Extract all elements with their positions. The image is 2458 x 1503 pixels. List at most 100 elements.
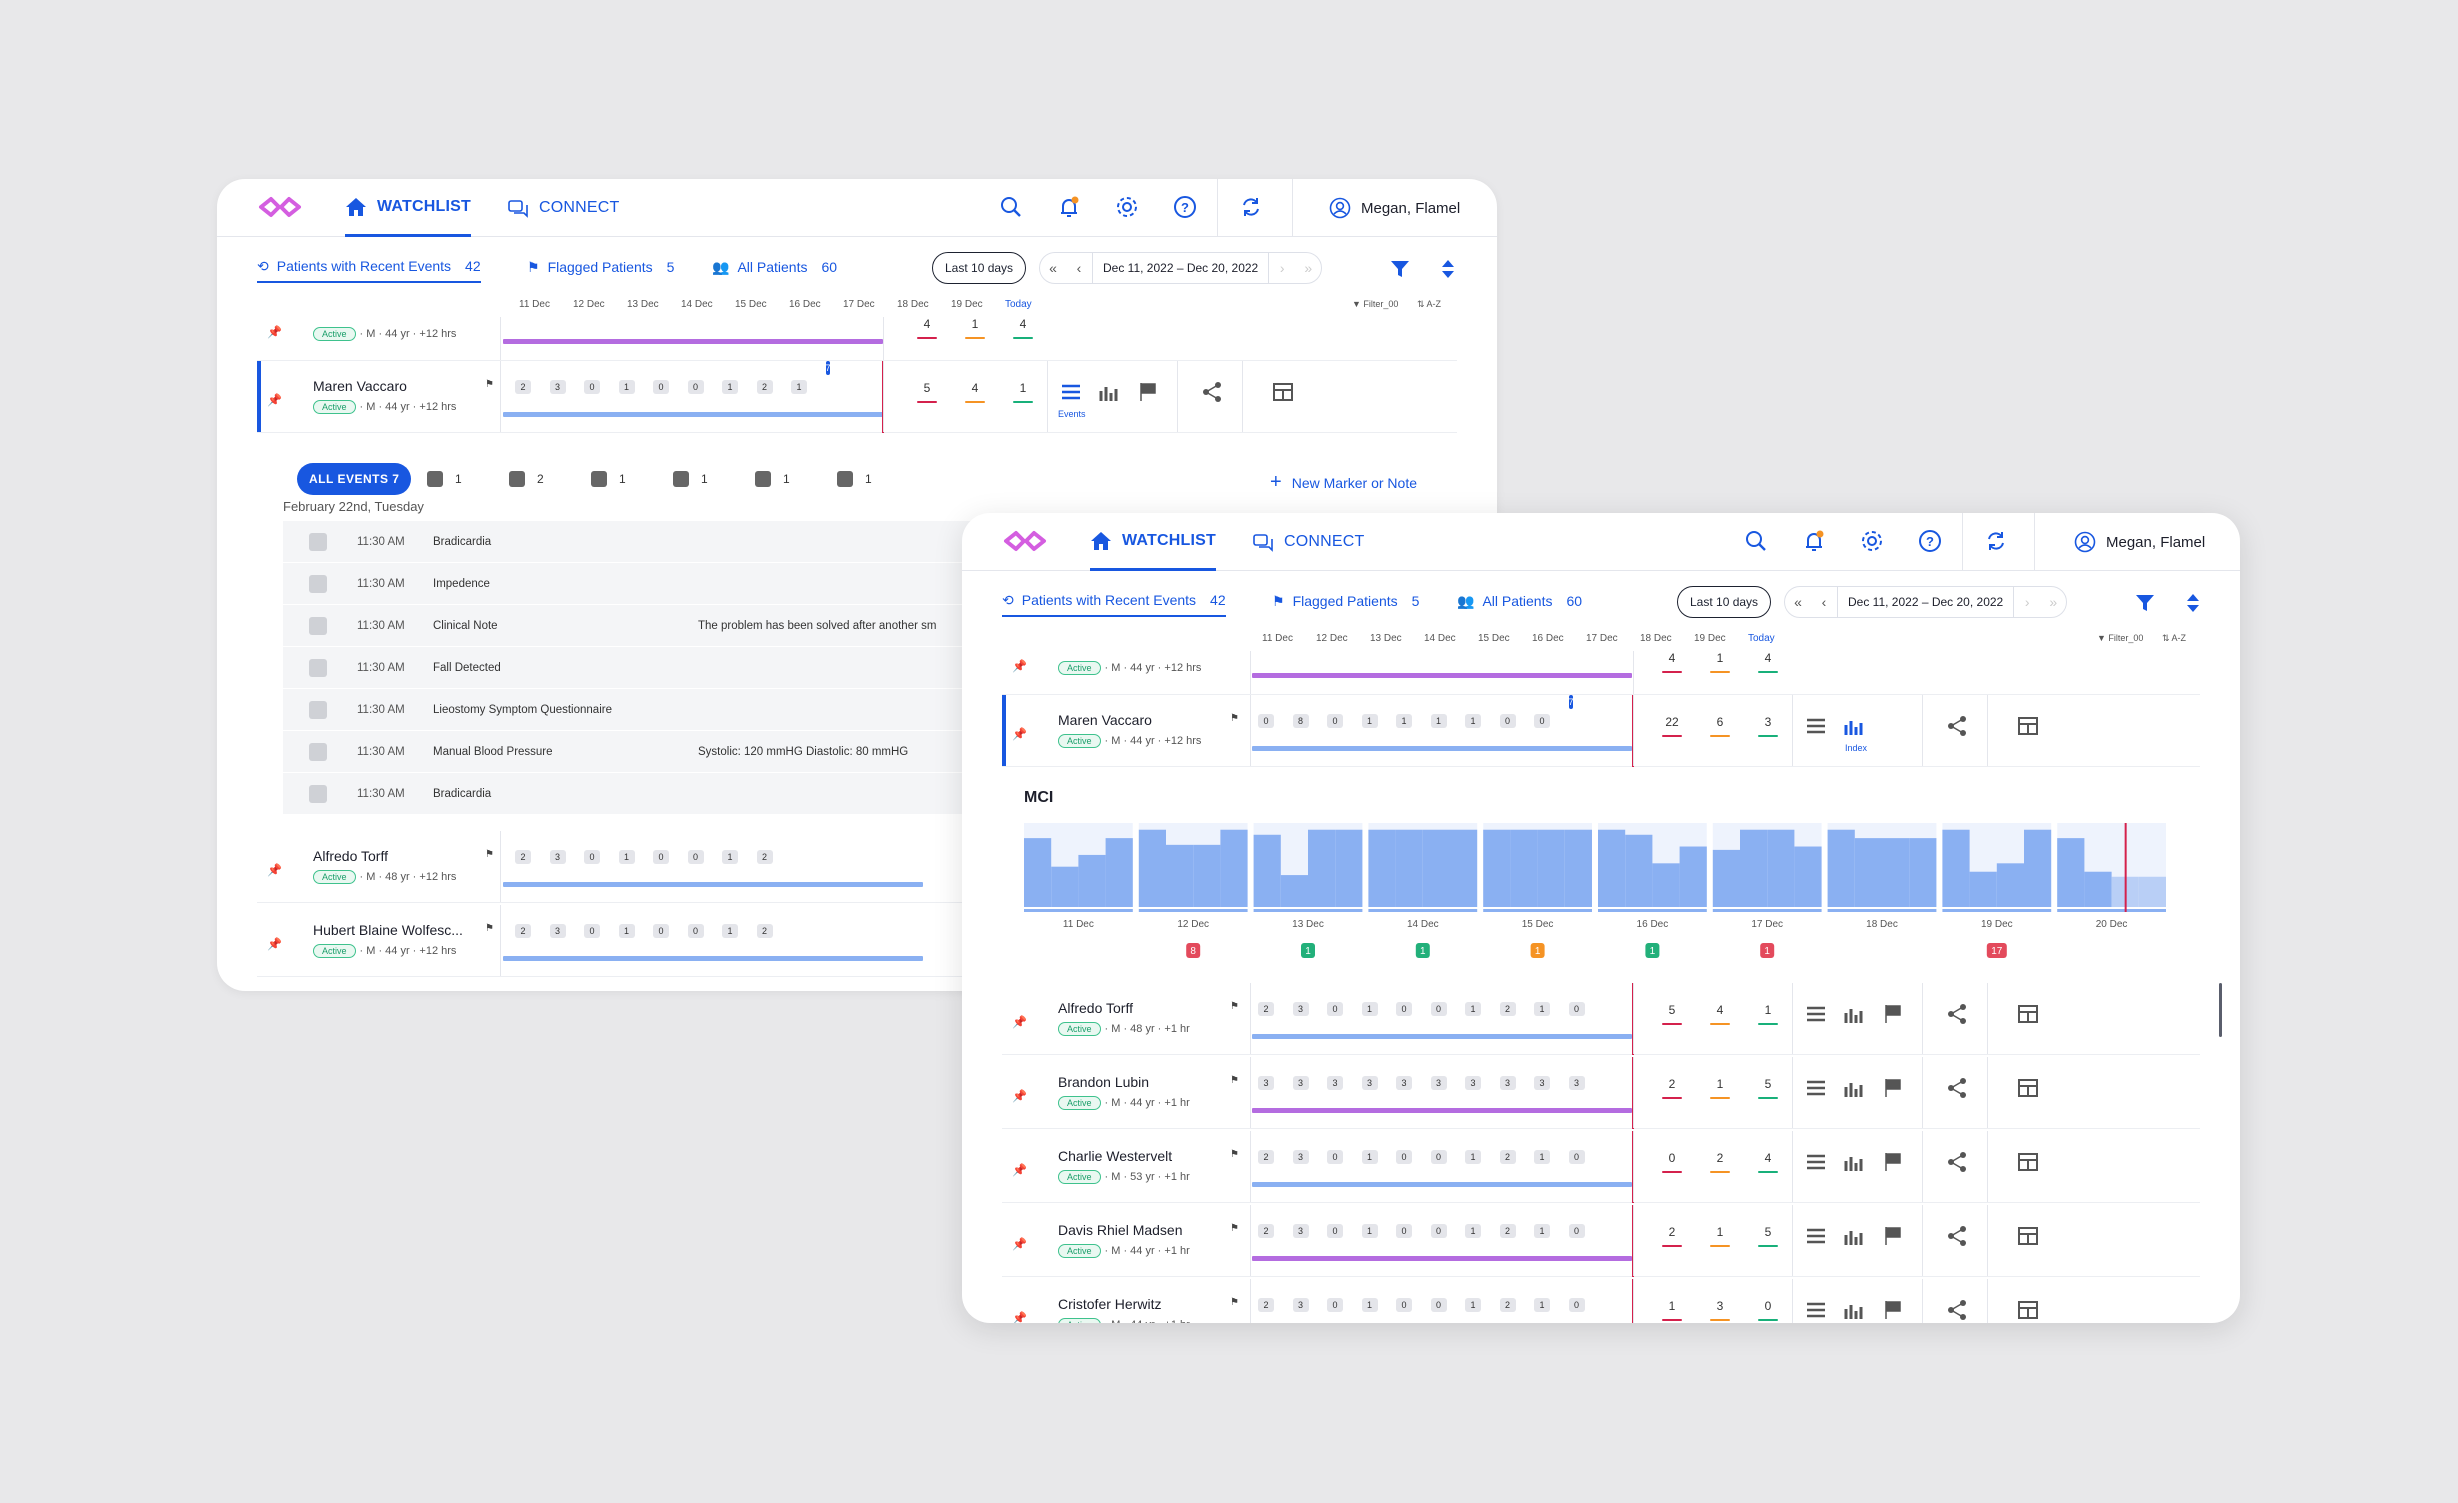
sort-indicator[interactable]: ⇅ A-Z xyxy=(2162,633,2187,643)
mci-event-marker[interactable]: 8 xyxy=(1186,943,1201,958)
events-list-icon[interactable] xyxy=(1805,1003,1827,1025)
pin-icon[interactable]: 📌 xyxy=(1012,1089,1027,1103)
event-row[interactable]: 11:30 AM Fall Detected xyxy=(283,647,983,689)
patient-name[interactable]: Alfredo Torff xyxy=(313,848,388,864)
mci-bar[interactable] xyxy=(1564,829,1592,907)
pin-icon[interactable]: 📌 xyxy=(1012,1163,1027,1177)
mci-bar[interactable] xyxy=(1024,838,1052,907)
scrollbar[interactable] xyxy=(2219,983,2222,1037)
gear-icon[interactable] xyxy=(1113,193,1141,221)
patient-row[interactable]: 📌 Charlie Westervelt Active · M · 53 yr · +… xyxy=(1002,1131,2200,1203)
tab-recent-events[interactable]: ⟲ Patients with Recent Events 42 xyxy=(257,251,481,283)
mci-bar[interactable] xyxy=(1368,829,1396,907)
pin-icon[interactable]: 📌 xyxy=(267,863,282,877)
bell-icon[interactable] xyxy=(1800,527,1828,555)
bar-chart-icon[interactable] xyxy=(1843,1151,1865,1173)
event-row[interactable]: 11:30 AM Bradicardia xyxy=(283,521,983,563)
nav-watchlist[interactable]: WATCHLIST xyxy=(345,179,471,237)
mci-bar[interactable] xyxy=(1767,829,1795,907)
mci-bar[interactable] xyxy=(1220,829,1248,907)
event-row[interactable]: 11:30 AM Lieostomy Symptom Questionnaire xyxy=(283,689,983,731)
event-filter[interactable]: 2 xyxy=(509,471,544,487)
share-icon[interactable] xyxy=(1946,1077,1968,1099)
mci-event-marker[interactable]: 1 xyxy=(1645,943,1660,958)
mci-bar[interactable] xyxy=(1740,829,1768,907)
pin-icon[interactable]: 📌 xyxy=(267,393,282,407)
event-filter[interactable]: 1 xyxy=(673,471,708,487)
flag-icon[interactable]: ⚑ xyxy=(1230,713,1239,724)
flag-action-icon[interactable] xyxy=(1137,381,1159,403)
refresh-icon[interactable] xyxy=(1982,527,2010,555)
mci-bar[interactable] xyxy=(1253,834,1281,907)
bell-icon[interactable] xyxy=(1055,193,1083,221)
pin-icon[interactable]: 📌 xyxy=(1012,1015,1027,1029)
tab-all-patients[interactable]: 👥 All Patients 60 xyxy=(712,251,837,283)
patient-name[interactable]: Hubert Blaine Wolfesc... xyxy=(313,922,463,938)
flag-icon[interactable]: ⚑ xyxy=(1230,1075,1239,1086)
mci-bar[interactable] xyxy=(1422,829,1450,907)
mci-bar[interactable] xyxy=(1280,875,1308,907)
patient-name[interactable]: Cristofer Herwitz xyxy=(1058,1296,1162,1312)
patient-row[interactable]: 📌 Brandon Lubin Active · M · 44 yr · +1 hr ⚑… xyxy=(1002,1057,2200,1129)
range-pill[interactable]: Last 10 days xyxy=(932,252,1027,284)
last-page-icon[interactable]: » xyxy=(2049,594,2058,610)
pin-icon[interactable]: 📌 xyxy=(1012,659,1027,673)
mci-bar[interactable] xyxy=(1969,871,1997,907)
events-list-icon[interactable] xyxy=(1805,1225,1827,1247)
mci-bar[interactable] xyxy=(2057,838,2085,907)
patient-name[interactable]: Maren Vaccaro xyxy=(313,378,407,394)
tab-flagged[interactable]: ⚑ Flagged Patients 5 xyxy=(527,251,674,283)
layout-icon[interactable] xyxy=(2017,715,2039,737)
refresh-icon[interactable] xyxy=(1237,193,1265,221)
event-filter[interactable]: 1 xyxy=(837,471,872,487)
mci-bar[interactable] xyxy=(1193,844,1221,907)
mci-bar[interactable] xyxy=(1827,829,1855,907)
bar-chart-icon[interactable] xyxy=(1843,1225,1865,1247)
tab-flagged[interactable]: ⚑ Flagged Patients 5 xyxy=(1272,585,1419,617)
flag-icon[interactable]: ⚑ xyxy=(1230,1297,1239,1308)
first-page-icon[interactable]: « xyxy=(1049,260,1057,276)
layout-icon[interactable] xyxy=(2017,1225,2039,1247)
flag-icon[interactable]: ⚑ xyxy=(485,923,494,934)
mci-bar[interactable] xyxy=(2138,876,2166,907)
event-filter[interactable]: 1 xyxy=(427,471,462,487)
share-icon[interactable] xyxy=(1946,1003,1968,1025)
event-filter[interactable]: 1 xyxy=(755,471,790,487)
patient-name[interactable]: Alfredo Torff xyxy=(1058,1000,1133,1016)
mci-bar[interactable] xyxy=(1105,838,1133,907)
layout-icon[interactable] xyxy=(1272,381,1294,403)
mci-bar[interactable] xyxy=(1854,838,1882,907)
first-page-icon[interactable]: « xyxy=(1794,594,1802,610)
mci-bar[interactable] xyxy=(1051,866,1079,907)
prev-icon[interactable]: ‹ xyxy=(1821,594,1827,610)
filter-icon[interactable] xyxy=(2134,593,2156,613)
flag-icon[interactable]: ⚑ xyxy=(1230,1223,1239,1234)
filter-indicator[interactable]: ▼ Filter_00 xyxy=(2097,633,2144,643)
nav-watchlist[interactable]: WATCHLIST xyxy=(1090,513,1216,571)
patient-row[interactable]: 📌 Alfredo Torff Active · M · 48 yr · +1 hr ⚑… xyxy=(1002,983,2200,1055)
new-marker-button[interactable]: + New Marker or Note xyxy=(1270,471,1417,494)
bar-chart-icon[interactable] xyxy=(1843,1299,1865,1321)
mci-bar[interactable] xyxy=(1308,829,1336,907)
nav-connect[interactable]: CONNECT xyxy=(507,179,620,237)
user-menu[interactable]: Megan, Flamel xyxy=(1329,197,1460,219)
mci-bar[interactable] xyxy=(1652,863,1680,907)
layout-icon[interactable] xyxy=(2017,1151,2039,1173)
pin-icon[interactable]: 📌 xyxy=(1012,727,1027,741)
pin-icon[interactable]: 📌 xyxy=(1012,1237,1027,1251)
bar-chart-icon[interactable] xyxy=(1843,1003,1865,1025)
sort-icon[interactable] xyxy=(1437,259,1459,279)
mci-bar[interactable] xyxy=(1138,829,1166,907)
patient-name[interactable]: Brandon Lubin xyxy=(1058,1074,1150,1090)
nav-connect[interactable]: CONNECT xyxy=(1252,513,1365,571)
bar-chart-icon[interactable] xyxy=(1098,381,1120,403)
patient-name[interactable]: Charlie Westervelt xyxy=(1058,1148,1173,1164)
mci-bar[interactable] xyxy=(1942,829,1970,907)
mci-bar[interactable] xyxy=(1996,863,2024,907)
filter-indicator[interactable]: ▼ Filter_00 xyxy=(1352,299,1399,309)
share-icon[interactable] xyxy=(1946,1151,1968,1173)
patient-row[interactable]: 📌 Hubert Blaine Wolfesc... Active · M · 44 … xyxy=(257,905,1457,977)
prev-icon[interactable]: ‹ xyxy=(1076,260,1082,276)
flag-action-icon[interactable] xyxy=(1882,1003,1904,1025)
patient-row[interactable]: 📌 Davis Rhiel Madsen Active · M · 44 yr · +… xyxy=(1002,1205,2200,1277)
